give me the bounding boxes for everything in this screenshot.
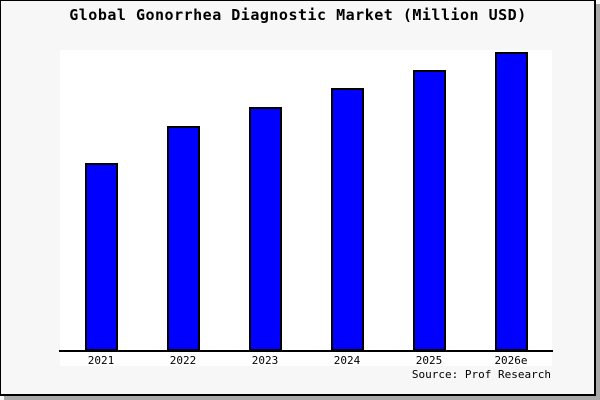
bar-2026e xyxy=(494,52,528,351)
x-tick-label-2025: 2025 xyxy=(415,354,443,367)
bar-2024 xyxy=(330,88,364,351)
x-tick-label-2021: 2021 xyxy=(87,354,115,367)
frame-shadow-right xyxy=(596,4,600,400)
plot-area: 2021 2022 2023 2024 2025 2026e xyxy=(59,50,553,367)
bar-2025 xyxy=(412,70,446,351)
chart-title: Global Gonorrhea Diagnostic Market (Mill… xyxy=(69,6,527,24)
bar-2022 xyxy=(166,126,200,351)
x-tick-label-2024: 2024 xyxy=(333,354,361,367)
x-tick-label-2023: 2023 xyxy=(251,354,279,367)
frame-shadow-bottom xyxy=(4,396,600,400)
bar-2021 xyxy=(84,163,118,351)
x-axis-line xyxy=(59,350,553,352)
x-tick-label-2026e: 2026e xyxy=(494,354,528,367)
source-credit: Source: Prof Research xyxy=(411,368,551,381)
x-tick-label-2022: 2022 xyxy=(169,354,197,367)
bar-2023 xyxy=(248,107,282,351)
